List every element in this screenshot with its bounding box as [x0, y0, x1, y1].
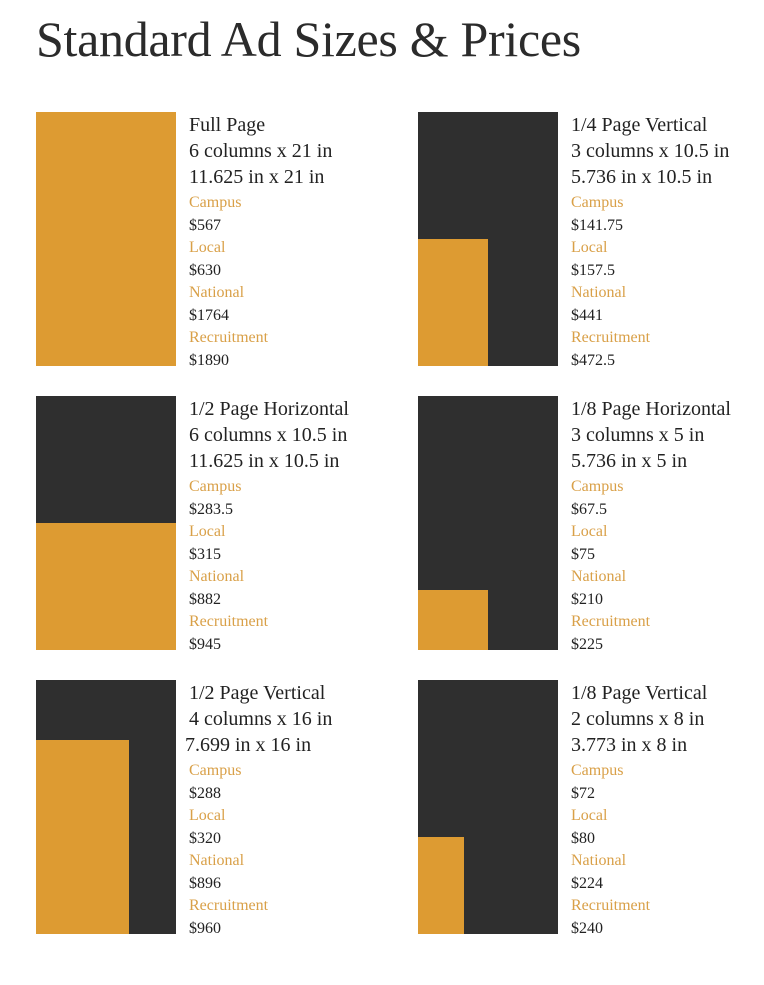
price-label-campus: Campus — [571, 194, 624, 211]
price-label-local: Local — [571, 239, 608, 256]
price-value-local: $75 — [571, 545, 595, 563]
ad-coverage-fill — [418, 239, 488, 366]
price-value-campus: $72 — [571, 784, 595, 802]
price-value-recruitment: $472.5 — [571, 351, 615, 369]
price-value-recruitment: $225 — [571, 635, 603, 653]
ad-size-info: 1/8 Page Horizontal 3 columns x 5 in 5.7… — [571, 396, 764, 656]
price-value-recruitment: $945 — [189, 635, 221, 653]
price-value-local: $630 — [189, 261, 221, 279]
ad-size-columns: 3 columns x 5 in — [571, 424, 705, 446]
price-label-local: Local — [189, 523, 226, 540]
ad-size-thumbnail — [418, 396, 558, 650]
ad-size-dimensions: 11.625 in x 10.5 in — [189, 450, 340, 472]
price-label-national: National — [571, 284, 627, 301]
price-label-campus: Campus — [571, 762, 624, 779]
ad-coverage-fill — [418, 837, 464, 934]
ad-size-name: 1/8 Page Vertical — [571, 682, 708, 704]
price-label-recruitment: Recruitment — [571, 329, 651, 346]
ad-size-info: 1/8 Page Vertical 2 columns x 8 in 3.773… — [571, 680, 764, 940]
ad-size-name: Full Page — [189, 114, 266, 136]
ad-size-thumbnail — [36, 680, 176, 934]
ad-size-name: 1/2 Page Horizontal — [189, 398, 349, 420]
price-value-local: $315 — [189, 545, 221, 563]
ad-size-thumbnail — [418, 112, 558, 366]
ad-size-info: 1/4 Page Vertical 3 columns x 10.5 in 5.… — [571, 112, 764, 372]
ad-size-columns: 6 columns x 21 in — [189, 140, 333, 162]
price-value-local: $80 — [571, 829, 595, 847]
price-value-local: $157.5 — [571, 261, 615, 279]
price-label-local: Local — [571, 523, 608, 540]
ad-size-info: Full Page 6 columns x 21 in 11.625 in x … — [189, 112, 389, 372]
ad-size-columns: 2 columns x 8 in — [571, 708, 705, 730]
ad-size-name: 1/8 Page Horizontal — [571, 398, 731, 420]
price-label-national: National — [189, 568, 245, 585]
ad-coverage-fill — [36, 112, 176, 366]
price-label-local: Local — [571, 807, 608, 824]
price-value-campus: $67.5 — [571, 500, 607, 518]
price-value-national: $441 — [571, 306, 603, 324]
ad-coverage-fill — [418, 589, 488, 650]
price-value-national: $1764 — [189, 306, 229, 324]
ad-size-card: 1/2 Page Vertical 4 columns x 16 in 7.69… — [36, 680, 378, 940]
price-label-local: Local — [189, 807, 226, 824]
price-value-recruitment: $960 — [189, 919, 221, 937]
ad-size-dimensions: 5.736 in x 10.5 in — [571, 166, 713, 188]
price-value-national: $896 — [189, 874, 221, 892]
ad-size-name: 1/4 Page Vertical — [571, 114, 708, 136]
ad-size-info: 1/2 Page Vertical 4 columns x 16 in 7.69… — [185, 680, 389, 940]
price-value-national: $224 — [571, 874, 603, 892]
ad-coverage-fill — [36, 523, 176, 650]
price-value-national: $210 — [571, 590, 603, 608]
ad-size-columns: 4 columns x 16 in — [189, 708, 333, 730]
ad-size-columns: 3 columns x 10.5 in — [571, 140, 730, 162]
ad-size-columns: 6 columns x 10.5 in — [189, 424, 348, 446]
ad-size-dimensions: 5.736 in x 5 in — [571, 450, 688, 472]
price-value-campus: $141.75 — [571, 216, 623, 234]
price-label-campus: Campus — [189, 194, 242, 211]
price-label-recruitment: Recruitment — [189, 329, 269, 346]
price-label-local: Local — [189, 239, 226, 256]
ad-size-dimensions: 3.773 in x 8 in — [571, 734, 688, 756]
price-value-campus: $288 — [189, 784, 221, 802]
ad-coverage-fill — [36, 740, 129, 934]
ad-size-thumbnail — [36, 396, 176, 650]
price-label-recruitment: Recruitment — [571, 897, 651, 914]
ad-size-dimensions: 7.699 in x 16 in — [185, 734, 312, 756]
ad-size-info: 1/2 Page Horizontal 6 columns x 10.5 in … — [189, 396, 389, 656]
price-label-campus: Campus — [189, 478, 242, 495]
page-title: Standard Ad Sizes & Prices — [36, 11, 581, 67]
price-label-national: National — [571, 852, 627, 869]
price-label-recruitment: Recruitment — [571, 613, 651, 630]
price-label-national: National — [189, 852, 245, 869]
price-value-recruitment: $1890 — [189, 351, 229, 369]
price-label-national: National — [189, 284, 245, 301]
ad-size-thumbnail — [36, 112, 176, 366]
price-label-recruitment: Recruitment — [189, 613, 269, 630]
ad-size-card: 1/8 Page Vertical 2 columns x 8 in 3.773… — [418, 680, 760, 940]
ad-size-thumbnail — [418, 680, 558, 934]
price-label-campus: Campus — [571, 478, 624, 495]
ad-size-card: 1/8 Page Horizontal 3 columns x 5 in 5.7… — [418, 396, 760, 656]
price-value-local: $320 — [189, 829, 221, 847]
ad-size-card: 1/2 Page Horizontal 6 columns x 10.5 in … — [36, 396, 378, 656]
ad-size-card: Full Page 6 columns x 21 in 11.625 in x … — [36, 112, 378, 372]
price-value-national: $882 — [189, 590, 221, 608]
price-value-campus: $567 — [189, 216, 221, 234]
price-label-campus: Campus — [189, 762, 242, 779]
price-value-recruitment: $240 — [571, 919, 603, 937]
ad-size-dimensions: 11.625 in x 21 in — [189, 166, 325, 188]
price-label-recruitment: Recruitment — [189, 897, 269, 914]
price-value-campus: $283.5 — [189, 500, 233, 518]
ad-size-card: 1/4 Page Vertical 3 columns x 10.5 in 5.… — [418, 112, 760, 372]
ad-size-name: 1/2 Page Vertical — [189, 682, 326, 704]
price-label-national: National — [571, 568, 627, 585]
